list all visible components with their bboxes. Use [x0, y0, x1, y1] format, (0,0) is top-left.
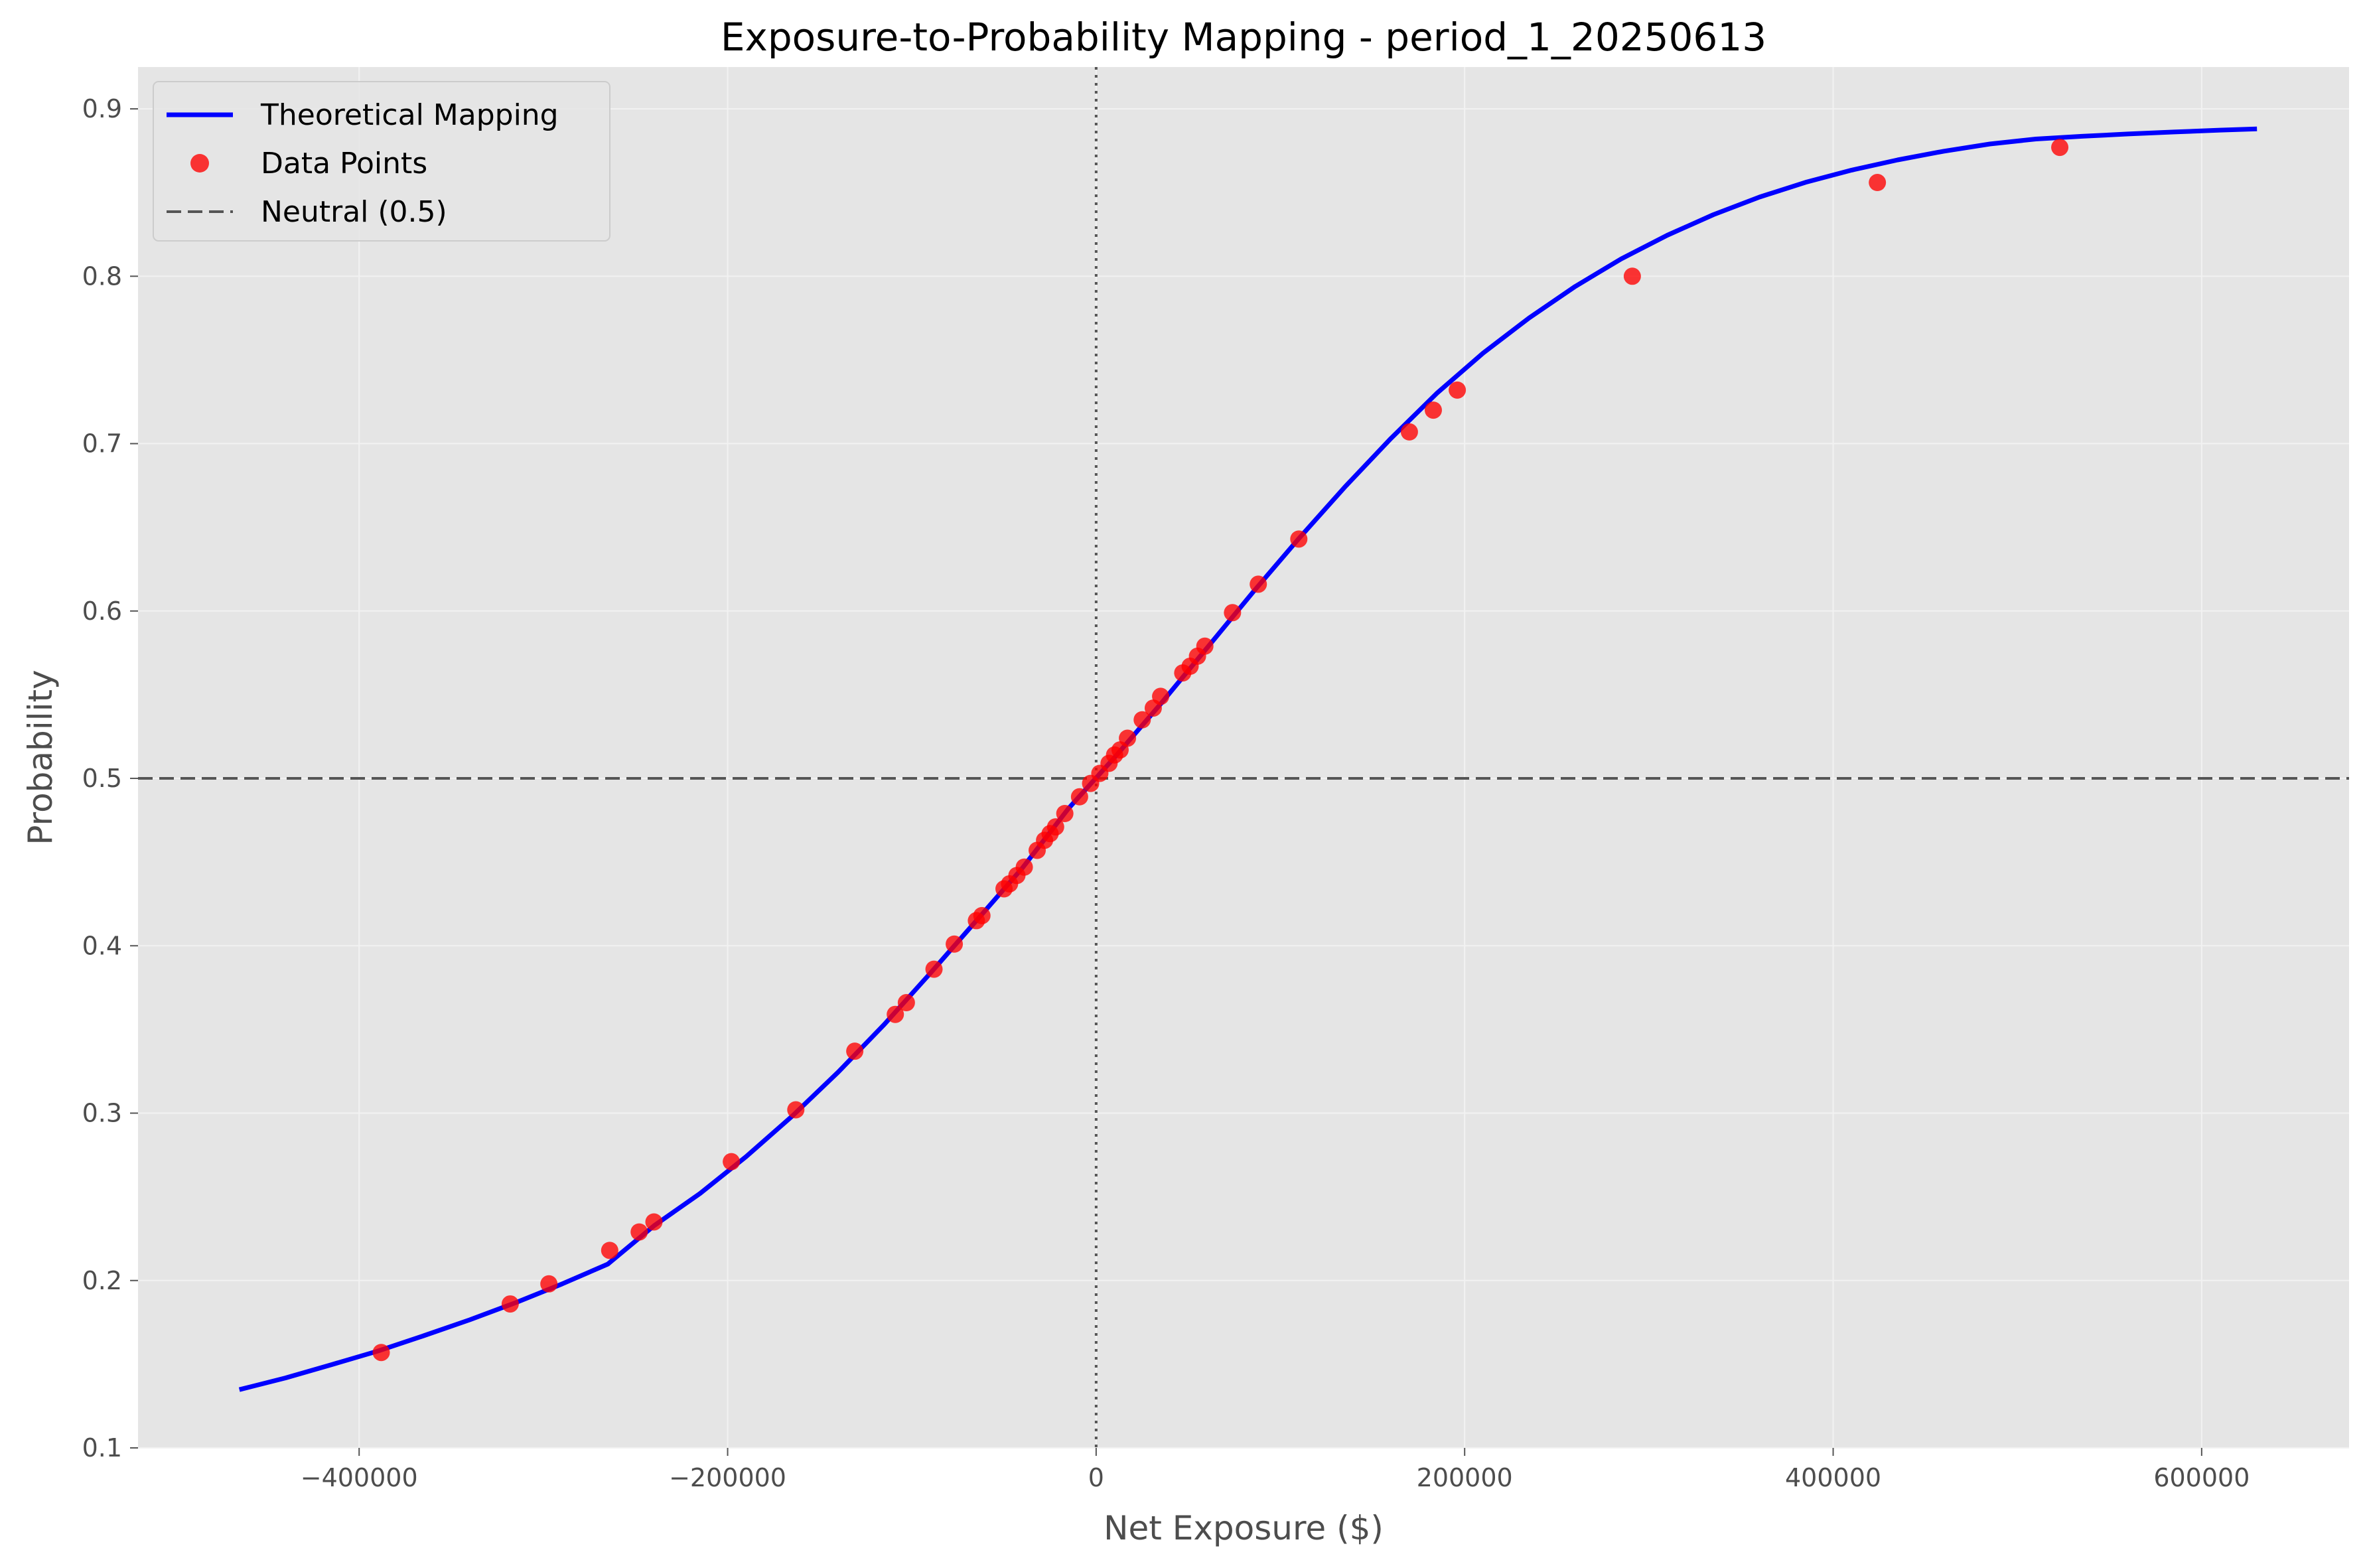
data-point: [1070, 788, 1088, 806]
x-tick-label: 400000: [1785, 1463, 1881, 1492]
data-point: [1224, 604, 1242, 622]
data-point: [946, 935, 964, 953]
y-tick-label: 0.6: [82, 597, 122, 626]
data-point: [973, 906, 991, 924]
series-theoretical-mapping-line: [238, 126, 2257, 1392]
data-point: [1400, 423, 1418, 441]
data-point: [897, 994, 915, 1012]
y-tick-label: 0.3: [82, 1099, 122, 1128]
data-point: [1015, 858, 1033, 876]
data-point: [1250, 575, 1267, 593]
data-point: [1046, 818, 1064, 836]
data-point: [925, 960, 943, 978]
x-tick-label: 0: [1088, 1463, 1104, 1492]
data-point: [1056, 805, 1074, 823]
x-tick-label: −200000: [669, 1463, 786, 1492]
y-tick-label: 0.8: [82, 261, 122, 291]
series-layer: [138, 126, 2349, 1392]
legend-swatch-data-points: [190, 154, 209, 173]
legend-box: [153, 81, 610, 242]
data-point: [887, 1005, 904, 1023]
data-point: [723, 1153, 741, 1171]
data-point: [846, 1042, 864, 1060]
data-point: [501, 1295, 519, 1313]
data-point: [787, 1101, 805, 1119]
legend: Theoretical Mapping Data Points Neutral …: [153, 81, 610, 242]
y-tick-label: 0.4: [82, 931, 122, 960]
chart-title: Exposure-to-Probability Mapping - period…: [721, 15, 1766, 60]
y-tick-label: 0.2: [82, 1266, 122, 1295]
x-axis-label: Net Exposure ($): [1104, 1509, 1384, 1547]
data-point: [1119, 729, 1137, 747]
data-point: [1424, 401, 1442, 419]
legend-label-theoretical-mapping: Theoretical Mapping: [260, 98, 559, 132]
x-tick-label: 600000: [2153, 1463, 2250, 1492]
data-point: [540, 1275, 558, 1293]
data-point: [372, 1344, 390, 1362]
plot-area-background: [138, 67, 2349, 1448]
data-point: [630, 1223, 648, 1241]
data-point: [1196, 637, 1214, 655]
data-point: [2051, 139, 2069, 157]
data-point: [645, 1213, 663, 1231]
data-point: [1290, 530, 1308, 548]
data-point: [1623, 267, 1641, 285]
y-tick-label: 0.7: [82, 429, 122, 459]
data-point: [1869, 174, 1887, 192]
x-tick-label: 200000: [1417, 1463, 1513, 1492]
y-tick-label: 0.5: [82, 764, 122, 793]
legend-label-neutral: Neutral (0.5): [261, 195, 447, 229]
data-point: [1449, 381, 1467, 399]
axis-layer: −400000 −200000 0 200000 400000 600000 0.1 0.2 0…: [82, 94, 2250, 1492]
data-point: [1133, 711, 1151, 729]
y-axis-label: Probability: [21, 670, 60, 845]
y-tick-label: 0.9: [82, 94, 122, 123]
x-tick-label: −400000: [301, 1463, 418, 1492]
legend-label-data-points: Data Points: [261, 147, 427, 180]
data-point: [1152, 687, 1170, 705]
y-tick-label: 0.1: [82, 1433, 122, 1462]
data-point: [601, 1242, 618, 1259]
